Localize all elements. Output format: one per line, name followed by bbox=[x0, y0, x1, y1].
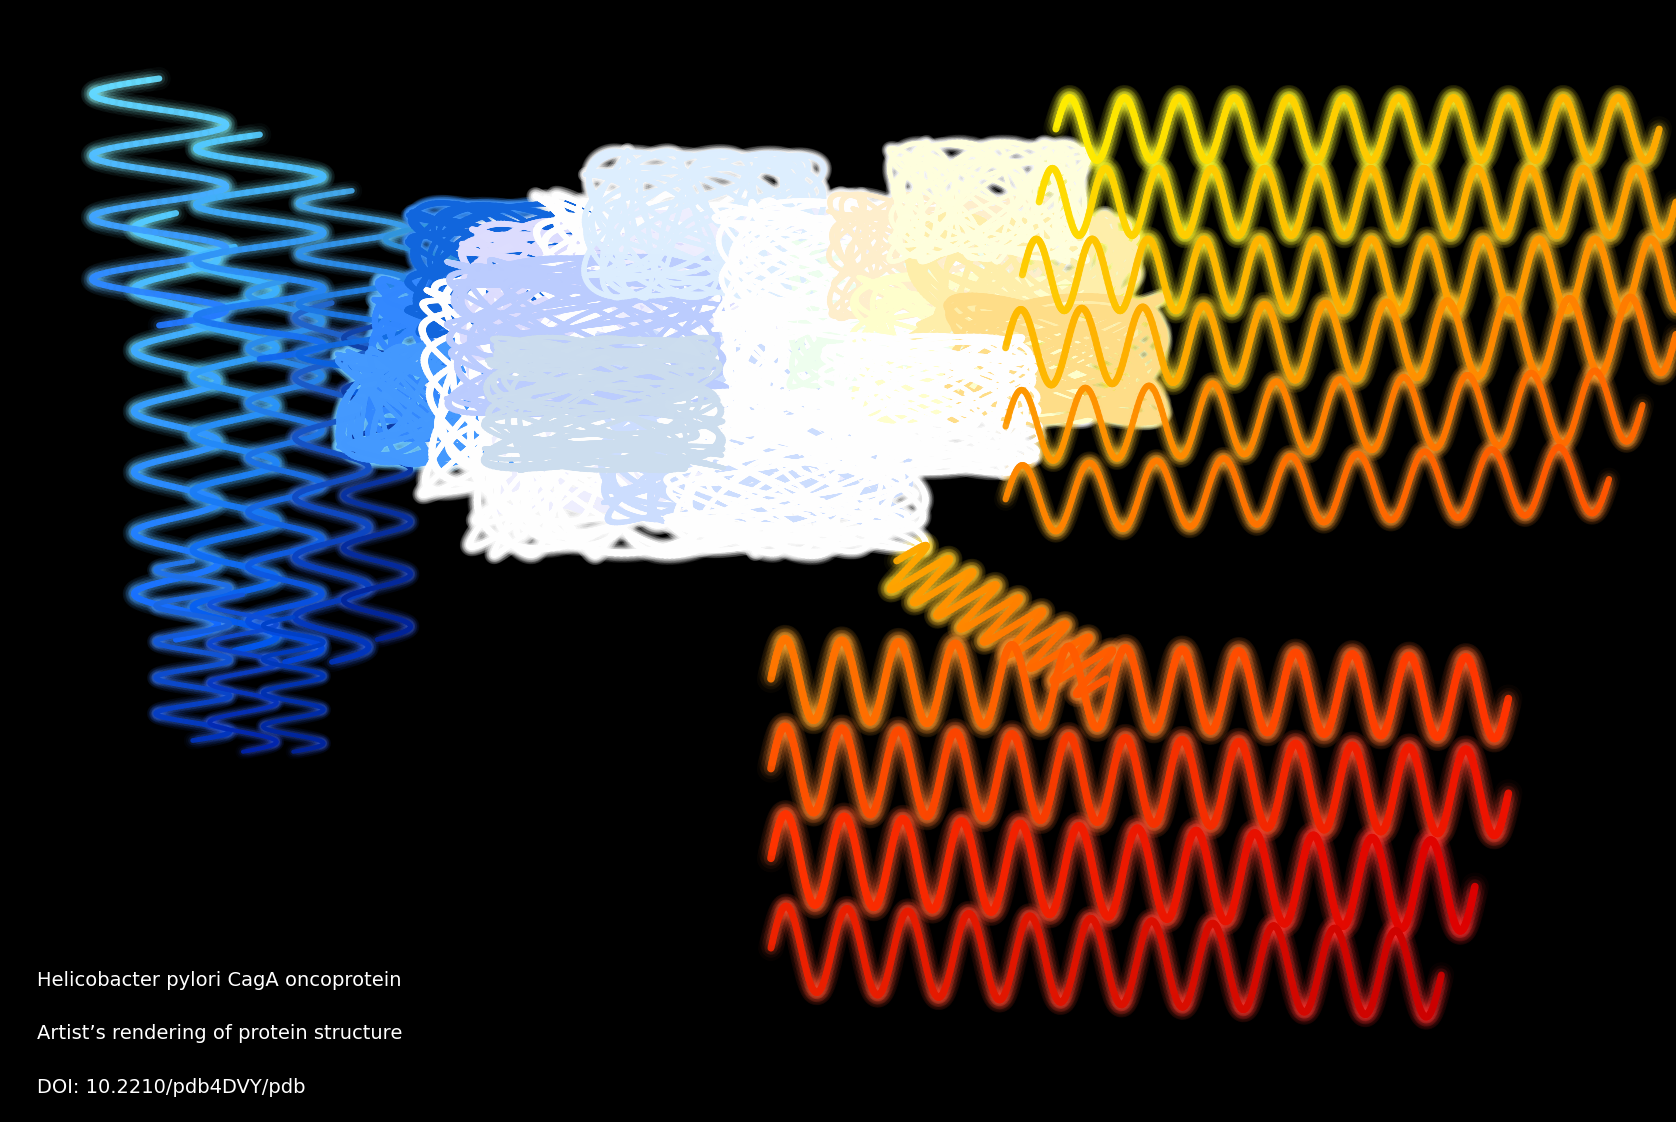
Text: Artist’s rendering of protein structure: Artist’s rendering of protein structure bbox=[37, 1024, 402, 1043]
Text: DOI: 10.2210/pdb4DVY/pdb: DOI: 10.2210/pdb4DVY/pdb bbox=[37, 1078, 305, 1097]
Text: Helicobacter pylori CagA oncoprotein: Helicobacter pylori CagA oncoprotein bbox=[37, 971, 401, 990]
